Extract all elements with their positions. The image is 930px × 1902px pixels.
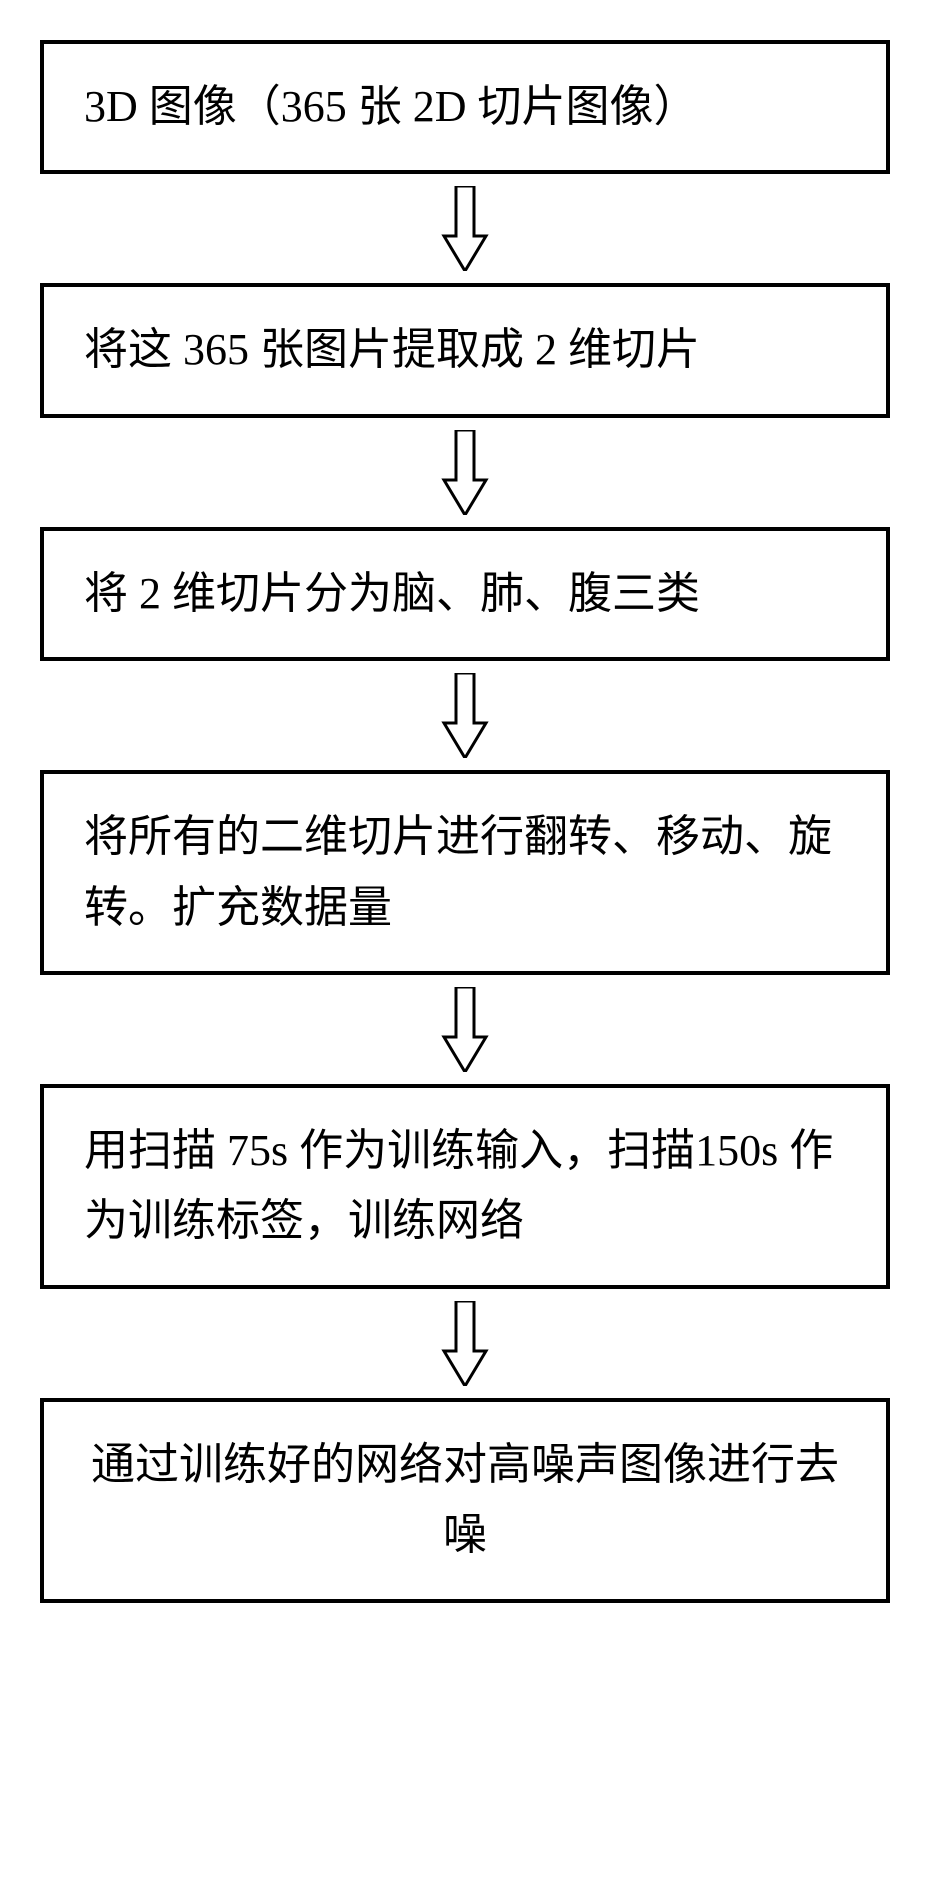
flowchart-step-1: 3D 图像（365 张 2D 切片图像）: [40, 40, 890, 174]
step-text: 将所有的二维切片进行翻转、移动、旋转。扩充数据量: [84, 812, 832, 931]
flowchart-step-3: 将 2 维切片分为脑、肺、腹三类: [40, 527, 890, 661]
arrow-2: [440, 430, 490, 515]
step-text: 3D 图像（365 张 2D 切片图像）: [84, 82, 698, 131]
flowchart-step-2: 将这 365 张图片提取成 2 维切片: [40, 283, 890, 417]
flowchart-step-4: 将所有的二维切片进行翻转、移动、旋转。扩充数据量: [40, 770, 890, 975]
arrow-5: [440, 1301, 490, 1386]
flowchart-step-5: 用扫描 75s 作为训练输入，扫描150s 作为训练标签，训练网络: [40, 1084, 890, 1289]
arrow-3: [440, 673, 490, 758]
down-arrow-icon: [440, 1301, 490, 1386]
arrow-1: [440, 186, 490, 271]
down-arrow-icon: [440, 430, 490, 515]
down-arrow-icon: [440, 673, 490, 758]
down-arrow-icon: [440, 987, 490, 1072]
step-text: 用扫描 75s 作为训练输入，扫描150s 作为训练标签，训练网络: [84, 1126, 833, 1245]
down-arrow-icon: [440, 186, 490, 271]
flowchart-container: 3D 图像（365 张 2D 切片图像） 将这 365 张图片提取成 2 维切片…: [40, 40, 890, 1603]
flowchart-step-6: 通过训练好的网络对高噪声图像进行去噪: [40, 1398, 890, 1603]
arrow-4: [440, 987, 490, 1072]
step-text: 将 2 维切片分为脑、肺、腹三类: [84, 569, 700, 618]
step-text: 通过训练好的网络对高噪声图像进行去噪: [91, 1440, 839, 1559]
step-text: 将这 365 张图片提取成 2 维切片: [84, 325, 700, 374]
